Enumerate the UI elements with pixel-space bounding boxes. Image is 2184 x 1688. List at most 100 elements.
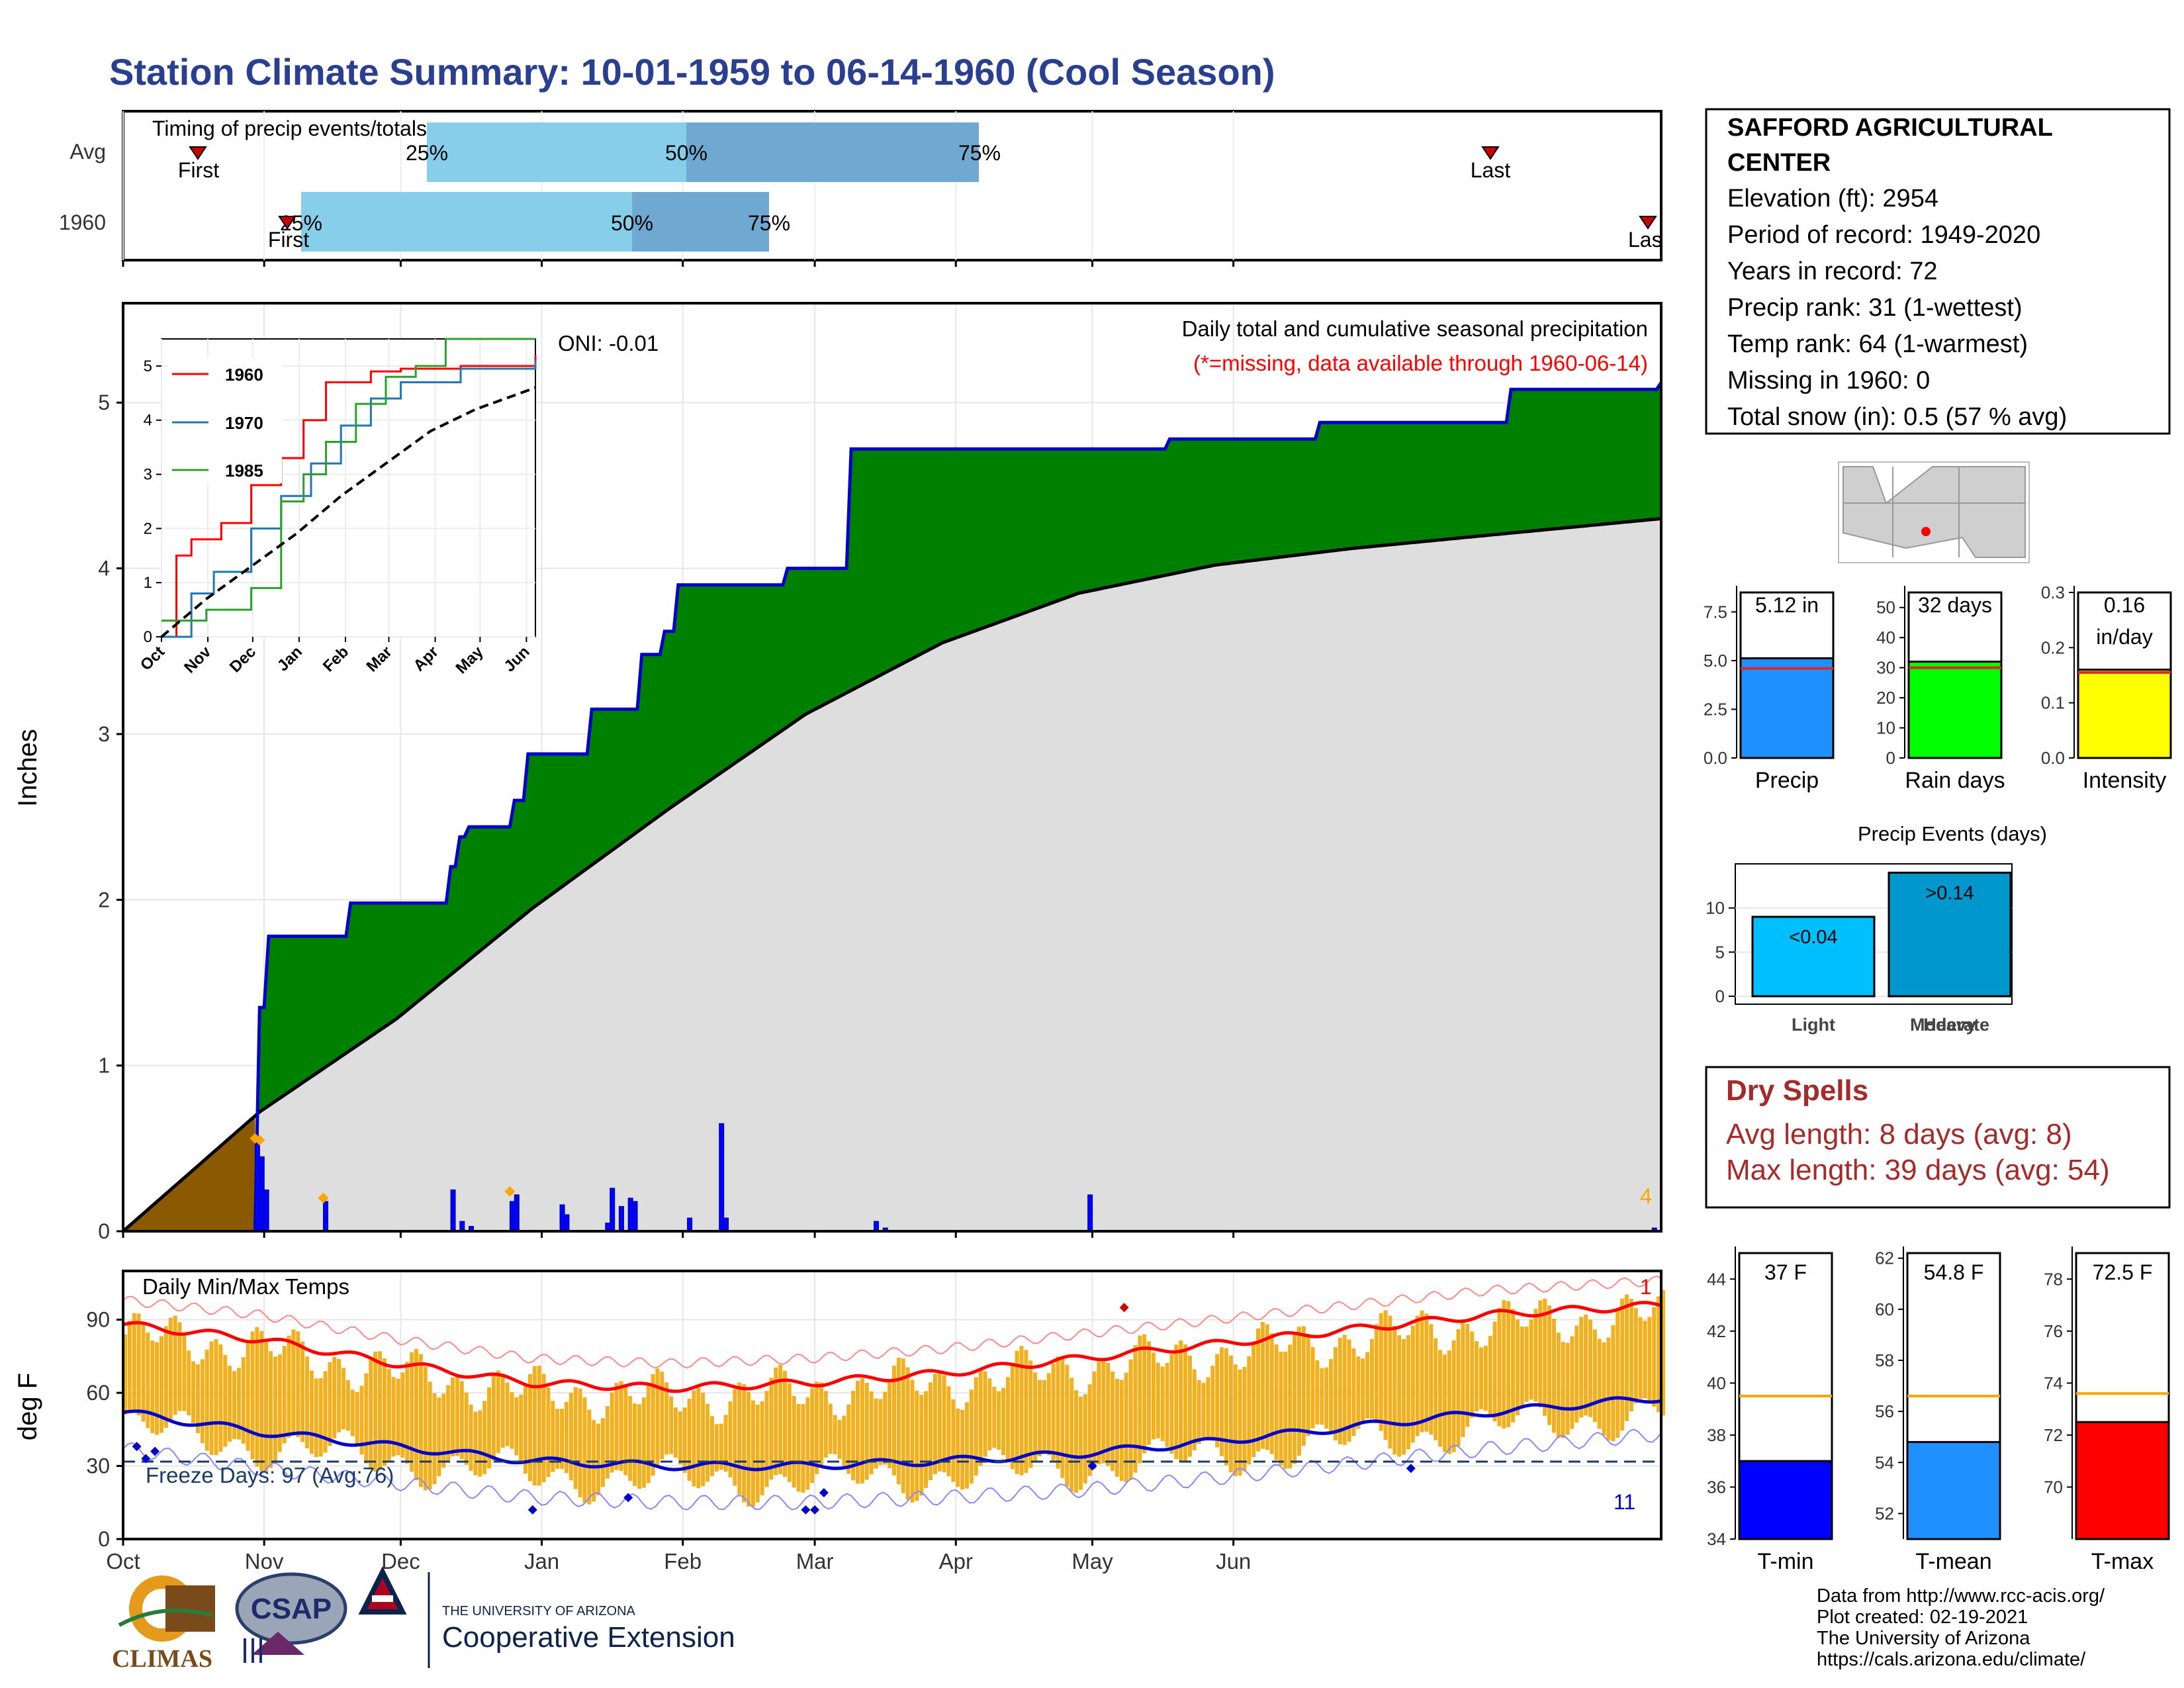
daily-precip-bar [618,1205,624,1232]
daily-precip-bar [323,1201,329,1232]
daily-temp-bar [345,1380,350,1431]
avg-max-line [122,1301,1662,1393]
mini-ytick-label: 0 [1886,748,1895,768]
daily-temp-bar [1638,1317,1643,1399]
daily-temp-bar [641,1397,646,1488]
daily-precip-bar [450,1189,456,1232]
station-years: Years in record: 72 [1727,258,1938,285]
daily-temp-bar [155,1342,159,1435]
daily-temp-bar [1256,1328,1261,1452]
daily-temp-bar [1128,1359,1133,1479]
daily-temp-bar [815,1382,819,1474]
daily-temp-bar [874,1398,878,1469]
daily-temp-bar [455,1375,459,1456]
avg-last-label: Last [1471,158,1511,182]
daily-temp-bar [1361,1358,1365,1423]
avg-q75-label: 75% [958,141,1001,165]
daily-temp-bar [1165,1362,1169,1447]
daily-temp-bar [527,1374,532,1481]
daily-temp-bar [1201,1383,1206,1440]
daily-temp-bar [1306,1333,1310,1436]
daily-temp-bar [337,1358,341,1432]
daily-temp-bar [637,1404,641,1489]
events-title: Precip Events (days) [1858,822,2047,845]
daily-temp-bar [123,1334,127,1415]
daily-temp-bar [214,1339,218,1456]
tsum-ytick-label: 52 [1875,1503,1894,1523]
tsum-bar [1906,1440,2001,1540]
climas-logo: CLIMAS [112,1575,215,1673]
timing-title: Timing of precip events/totals [152,117,427,140]
daily-temp-bar [546,1387,551,1477]
daily-temp-bar [1019,1346,1024,1476]
daily-temp-bar [1470,1331,1475,1418]
daily-temp-bar [1433,1338,1438,1440]
daily-temp-bar [1206,1377,1210,1438]
daily-temp-bar [441,1393,446,1468]
tsum-category-label: T-min [1758,1549,1814,1574]
daily-temp-bar [1297,1327,1301,1456]
daily-temp-bar [969,1389,974,1484]
mini-ytick-label: 30 [1876,658,1895,678]
daily-temp-bar [437,1397,441,1477]
dry-spells-max: Max length: 39 days (avg: 54) [1726,1154,2110,1186]
tsum-ytick-label: 72 [2044,1425,2063,1445]
daily-temp-bar [1611,1325,1615,1442]
tsum-ytick-label: 38 [1707,1425,1726,1445]
daily-temp-bar [541,1374,546,1483]
daily-temp-bar [328,1362,332,1446]
daily-temp-bar [1565,1342,1570,1435]
daily-temp-bar [264,1340,269,1472]
daily-temp-bar [296,1331,300,1438]
daily-precip-bar [514,1194,520,1232]
daily-temp-bar [983,1371,987,1457]
precip-ytick-label: 2 [98,888,110,912]
daily-temp-bar [236,1368,241,1440]
daily-temp-bar [605,1406,610,1479]
daily-temp-bar [709,1416,714,1476]
freeze-days-label: Freeze Days: 97 (Avg:76) [146,1463,394,1487]
avg-q50-label: 50% [665,141,707,165]
daily-temp-bar [369,1360,373,1470]
daily-temp-bar [1584,1314,1588,1416]
event-bar [1751,915,1876,998]
month-label: Jun [1216,1549,1251,1573]
cumulative-1960-line [253,381,1663,1232]
precip-ytick-label: 1 [98,1054,110,1078]
record-max-line [122,1275,1662,1369]
y1960-q50-label: 50% [611,211,653,235]
daily-temp-bar [1265,1324,1269,1450]
daily-temp-bar [1133,1345,1138,1473]
daily-temp-bar [929,1382,933,1481]
daily-temp-bar [291,1329,296,1436]
daily-temp-bar [883,1391,887,1465]
daily-temp-bar [1078,1396,1083,1490]
daily-temp-bar [751,1400,755,1507]
oni-label: ONI: -0.01 [558,331,659,355]
daily-temp-bar [1379,1313,1383,1431]
daily-temp-bar [1187,1355,1192,1457]
inset-ytick-label: 0 [144,628,152,646]
temp-ytick-label: 60 [86,1381,110,1405]
summary-bar-charts: 0.0 2.5 5.0 7.5 5.12 in Precip 0 10 20 30 40 50 32 d… [1704,583,2172,793]
daily-temp-bar [1074,1390,1079,1493]
precip-y-axis-label: Inches [13,729,42,807]
record-low-marker [819,1488,829,1498]
daily-temp-bar [1606,1337,1611,1440]
daily-temp-bar [1551,1318,1556,1433]
daily-temp-bar [1561,1342,1565,1438]
daily-temp-bar [1533,1309,1538,1402]
daily-temp-bar [150,1340,155,1433]
avg-q1-bar [427,122,686,182]
daily-temp-bar [864,1382,869,1480]
daily-temp-bar [1069,1378,1074,1492]
daily-temp-bar [491,1376,496,1461]
daily-temp-bar [828,1403,833,1454]
record-low-marker [141,1454,151,1464]
record-low-marker [810,1505,820,1515]
daily-temp-bar [168,1317,173,1421]
daily-temp-bar [1228,1355,1233,1473]
daily-temp-bar [1429,1324,1433,1435]
daily-temp-bar [551,1401,555,1472]
mini-ytick-label: 2.5 [1704,699,1727,719]
